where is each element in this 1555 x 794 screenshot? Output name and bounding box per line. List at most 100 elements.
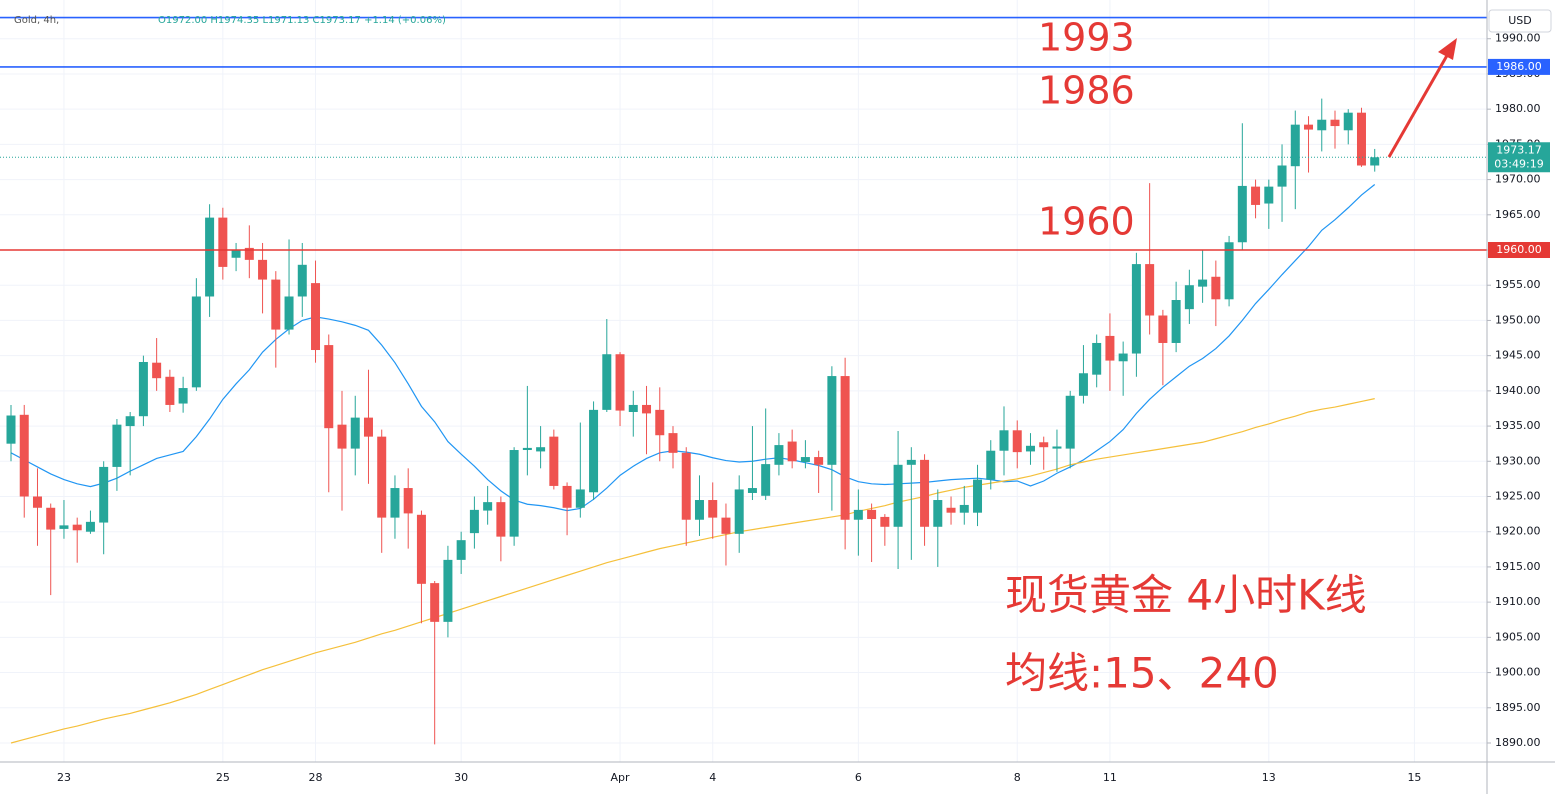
candle-body xyxy=(231,250,241,258)
candle-body xyxy=(986,450,996,480)
candle-body xyxy=(191,296,201,388)
candle-body xyxy=(1039,442,1049,448)
candle-body xyxy=(946,507,956,513)
y-tick-label: 1900.00 xyxy=(1495,666,1541,679)
candle-body xyxy=(747,488,757,493)
candle-body xyxy=(1251,186,1261,205)
candle-body xyxy=(628,404,638,412)
x-tick-label: 8 xyxy=(1014,771,1021,784)
candle-body xyxy=(32,496,42,508)
candles xyxy=(6,98,1380,745)
candle-body xyxy=(1224,242,1234,300)
candle-body xyxy=(363,417,373,437)
x-tick-label: 6 xyxy=(855,771,862,784)
level-badge-label: 1986.00 xyxy=(1496,60,1542,73)
symbol-label: Gold, 4h, xyxy=(14,15,59,26)
candle-body xyxy=(867,509,877,520)
candle-body xyxy=(337,424,347,449)
candle-body xyxy=(430,583,440,622)
candle-body xyxy=(416,514,426,584)
candle-body xyxy=(19,414,29,497)
candle-body xyxy=(509,450,519,537)
y-tick-label: 1915.00 xyxy=(1495,560,1541,573)
candle-body xyxy=(668,433,678,453)
candle-body xyxy=(694,500,704,520)
candle-body xyxy=(1290,124,1300,167)
y-tick-label: 1920.00 xyxy=(1495,525,1541,538)
x-tick-label: 23 xyxy=(57,771,71,784)
candle-body xyxy=(271,279,281,330)
candle-body xyxy=(1237,185,1247,243)
candle-body xyxy=(536,447,546,452)
chart-caption: 均线:15、240 xyxy=(1005,649,1279,698)
candle-body xyxy=(1131,264,1141,354)
x-tick-label: 13 xyxy=(1262,771,1276,784)
candle-body xyxy=(1171,300,1181,343)
level-badge xyxy=(1488,58,1550,75)
currency-box[interactable] xyxy=(1488,9,1552,33)
candle-body xyxy=(1145,264,1155,316)
countdown-label: 03:49:19 xyxy=(1494,157,1543,170)
candle-body xyxy=(1211,276,1221,300)
level-badge-label: 1960.00 xyxy=(1496,243,1542,256)
arrow-head xyxy=(1438,38,1457,60)
candle-body xyxy=(1184,285,1194,310)
y-tick-label: 1925.00 xyxy=(1495,489,1541,502)
axes: 1890.00 1895.00 1900.00 1905.00 1910.00 1915.… xyxy=(57,32,1550,784)
y-tick-label: 1905.00 xyxy=(1495,630,1541,643)
candle-body xyxy=(244,247,254,260)
y-tick-label: 1895.00 xyxy=(1495,701,1541,714)
candle-body xyxy=(880,516,890,527)
y-tick-label: 1910.00 xyxy=(1495,595,1541,608)
candle-body xyxy=(99,466,109,523)
candle-body xyxy=(469,509,479,534)
y-tick-label: 1990.00 xyxy=(1495,32,1541,45)
y-tick-label: 1935.00 xyxy=(1495,419,1541,432)
y-tick-label: 1930.00 xyxy=(1495,454,1541,467)
moving-average-line xyxy=(10,184,1376,512)
candle-body xyxy=(390,488,400,518)
x-tick-label: 11 xyxy=(1103,771,1117,784)
y-tick-label: 1945.00 xyxy=(1495,349,1541,362)
candle-body xyxy=(681,452,691,520)
candle-body xyxy=(708,500,718,518)
candle-body xyxy=(1092,342,1102,375)
candle-body xyxy=(999,430,1009,451)
candle-body xyxy=(1264,186,1274,204)
candle-body xyxy=(1330,119,1340,127)
candle-body xyxy=(112,424,122,467)
candle-body xyxy=(205,217,215,297)
candle-body xyxy=(496,502,506,537)
level-annotation: 1993 xyxy=(1038,16,1135,60)
x-tick-label: 4 xyxy=(709,771,716,784)
candle-body xyxy=(840,376,850,520)
candle-body xyxy=(642,404,652,414)
candle-body xyxy=(853,509,863,520)
candle-body xyxy=(602,354,612,410)
candle-body xyxy=(1065,395,1075,449)
candle-body xyxy=(549,436,559,486)
grid xyxy=(0,0,1487,762)
candle-body xyxy=(800,457,810,462)
candle-body xyxy=(178,388,188,404)
candle-body xyxy=(1105,335,1115,361)
candle-body xyxy=(138,361,148,417)
x-tick-label: Apr xyxy=(611,771,631,784)
candle-body xyxy=(1158,315,1168,343)
candle-body xyxy=(933,500,943,527)
candle-body xyxy=(522,447,532,451)
candle-body xyxy=(258,259,268,280)
last-price-label: 1973.17 xyxy=(1496,143,1542,156)
candle-body xyxy=(1317,119,1327,131)
candle-body xyxy=(959,504,969,513)
candle-body xyxy=(589,409,599,493)
candle-body xyxy=(6,415,16,444)
arrow-shaft xyxy=(1387,51,1451,158)
y-tick-label: 1970.00 xyxy=(1495,173,1541,186)
candle-body xyxy=(297,264,307,297)
candle-body xyxy=(973,479,983,513)
candle-body xyxy=(734,489,744,534)
x-tick-label: 28 xyxy=(309,771,323,784)
candle-body xyxy=(72,524,82,531)
